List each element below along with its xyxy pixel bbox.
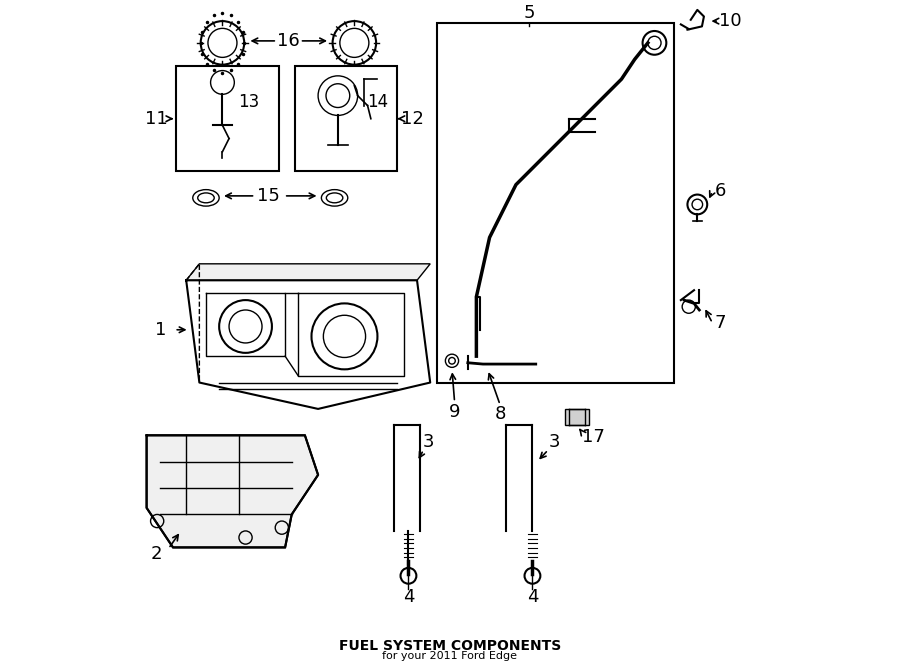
Text: FUEL SYSTEM COMPONENTS: FUEL SYSTEM COMPONENTS [339, 639, 561, 653]
Text: 10: 10 [719, 12, 742, 30]
Text: 5: 5 [524, 4, 535, 23]
Text: 11: 11 [145, 110, 168, 128]
Text: 16: 16 [277, 32, 300, 50]
Text: 12: 12 [401, 110, 424, 128]
Text: 3: 3 [548, 433, 560, 451]
Bar [565, 409, 589, 426]
Text: 6: 6 [715, 182, 726, 201]
Circle shape [525, 568, 540, 584]
Text: for your 2011 Ford Edge: for your 2011 Ford Edge [382, 651, 518, 661]
Text: 4: 4 [402, 588, 414, 606]
Text: 3: 3 [423, 433, 435, 451]
Bar [176, 66, 278, 171]
Text: 13: 13 [238, 93, 259, 111]
Text: 14: 14 [367, 93, 388, 111]
Text: 9: 9 [449, 403, 461, 421]
Text: 4: 4 [526, 588, 538, 606]
Text: 15: 15 [257, 187, 280, 205]
Circle shape [400, 568, 417, 584]
Text: 8: 8 [494, 404, 506, 422]
Text: 17: 17 [582, 428, 605, 446]
Bar [295, 66, 397, 171]
Polygon shape [186, 264, 430, 280]
Text: 1: 1 [156, 321, 166, 339]
Polygon shape [147, 436, 318, 547]
Bar [436, 23, 674, 383]
Text: 2: 2 [151, 545, 162, 563]
Text: 7: 7 [715, 314, 726, 332]
